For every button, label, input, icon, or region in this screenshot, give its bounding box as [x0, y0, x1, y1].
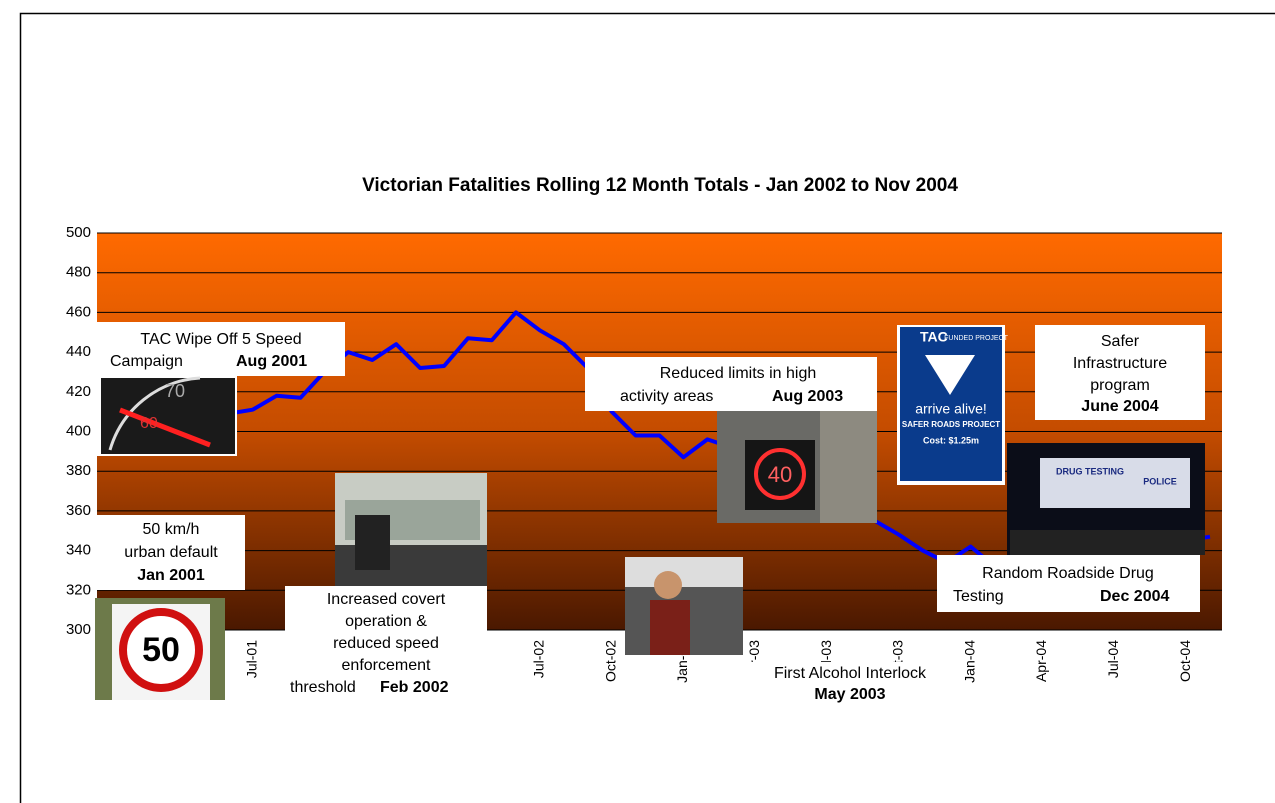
annotation-text: Testing	[953, 588, 1004, 605]
photo-text: Cost: $1.25m	[923, 435, 979, 445]
x-tick-label: Jul-02	[531, 640, 547, 678]
photo-text: 60	[140, 415, 158, 432]
annotation-text: enforcement	[342, 657, 431, 674]
dashboard-photo	[335, 473, 487, 588]
photo-text: SAFER ROADS PROJECT	[902, 420, 1000, 429]
x-tick-label: Apr-04	[1033, 640, 1049, 682]
x-tick-label: Oct-04	[1177, 640, 1193, 682]
photo-text: 40	[768, 462, 792, 487]
annotation-box	[97, 515, 245, 590]
annotation-text: Increased covert	[327, 591, 446, 608]
annotation-text: Random Roadside Drug	[982, 565, 1154, 582]
y-tick-label: 400	[66, 422, 91, 439]
photo-text: 50	[142, 631, 180, 669]
annotation-date: Dec 2004	[1100, 588, 1169, 605]
speedometer-photo: 70 60	[97, 376, 237, 456]
photo-text: FUNDED PROJECT	[944, 335, 1009, 342]
annotation-date: May 2003	[814, 686, 885, 703]
x-tick-label: Jul-01	[243, 640, 259, 678]
annotation-date: Feb 2002	[380, 679, 449, 696]
annotation-text: operation &	[345, 613, 427, 630]
annotation-date: June 2004	[1081, 398, 1158, 415]
annotation-box	[585, 357, 877, 411]
annotation-box	[937, 555, 1200, 612]
annotation-box	[285, 586, 487, 700]
x-tick-label: Jul-04	[1105, 640, 1121, 678]
annotation-text: TAC Wipe Off 5 Speed	[140, 331, 301, 348]
interlock-photo	[625, 557, 743, 655]
variable-limit-photo: 40	[717, 411, 877, 523]
y-tick-label: 360	[66, 502, 91, 519]
drug-van-photo: DRUG TESTING POLICE	[1007, 443, 1205, 555]
photo-text: POLICE	[1143, 476, 1177, 486]
y-tick-label: 340	[66, 542, 91, 559]
y-tick-label: 440	[66, 343, 91, 360]
annotation-text: threshold	[290, 679, 356, 696]
annotation-date: Aug 2001	[236, 353, 307, 370]
annotation-date: Aug 2003	[772, 388, 843, 405]
annotation-text: reduced speed	[333, 635, 439, 652]
y-tick-label: 300	[66, 621, 91, 638]
annotation-text: 50 km/h	[143, 521, 200, 538]
annotation-date: Jan 2001	[137, 567, 205, 584]
y-tick-label: 480	[66, 264, 91, 281]
annotation-text: Infrastructure	[1073, 355, 1167, 372]
y-tick-label: 380	[66, 462, 91, 479]
annotations: TAC Wipe Off 5 Speed Campaign Aug 2001 7…	[95, 322, 1205, 706]
x-tick-label: Jan-04	[961, 640, 977, 683]
annotation-text: Reduced limits in high	[660, 365, 817, 382]
annotation-text: First Alcohol Interlock	[774, 665, 927, 682]
y-tick-label: 500	[66, 224, 91, 241]
y-tick-label: 320	[66, 581, 91, 598]
annotation-box	[97, 322, 345, 376]
annotation-box	[1035, 325, 1205, 420]
annotation-box	[745, 662, 955, 706]
photo-text: DRUG TESTING	[1056, 466, 1124, 476]
photo-text: TAC	[920, 329, 948, 345]
photo-text: arrive alive!	[915, 401, 987, 417]
annotation-text: activity areas	[620, 388, 713, 405]
tac-poster: TAC FUNDED PROJECT arrive alive! SAFER R…	[897, 325, 1009, 485]
x-tick-label: Oct-02	[602, 640, 618, 682]
y-tick-label: 460	[66, 303, 91, 320]
photo-text: 70	[165, 381, 185, 401]
annotation-text: Campaign	[110, 353, 183, 370]
chart-title: Victorian Fatalities Rolling 12 Month To…	[362, 175, 958, 196]
annotation-text: urban default	[124, 544, 218, 561]
annotation-text: Safer	[1101, 333, 1140, 350]
y-tick-label: 420	[66, 383, 91, 400]
speed-sign-photo: 50	[95, 598, 225, 700]
annotation-text: program	[1090, 377, 1150, 394]
